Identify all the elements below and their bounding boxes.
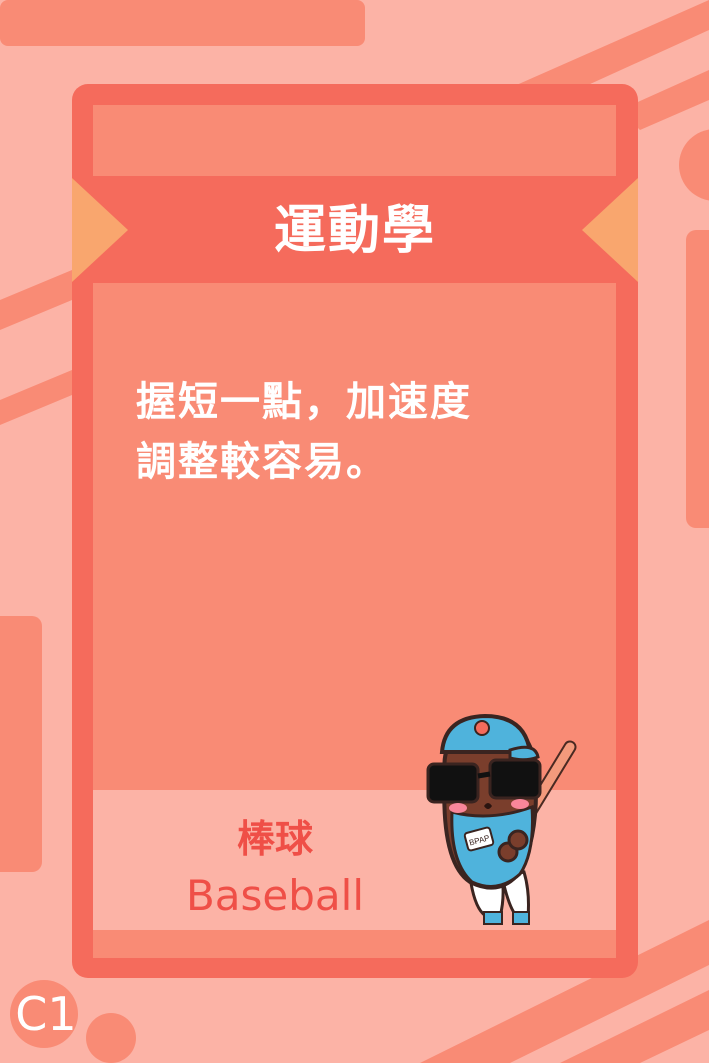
tip-line: 調整較容易。 xyxy=(136,439,388,485)
tip-line: 握短一點，加速度 xyxy=(136,379,472,425)
circle-decoration-right xyxy=(679,129,709,201)
card-code-label: C1 xyxy=(15,987,77,1041)
card-category-title: 運動學 xyxy=(273,201,436,261)
tip-text: 握短一點，加速度 調整較容易。 xyxy=(136,372,576,492)
diagonal-stripe-bottom-2 xyxy=(560,990,709,1063)
baseball-player-mascot-icon: BPAP xyxy=(426,713,577,925)
title-ribbon xyxy=(72,176,638,283)
diagonal-stripe-left-1 xyxy=(0,270,72,330)
left-bar-decoration xyxy=(0,616,42,872)
right-bar-decoration xyxy=(686,230,709,528)
ribbon-right-tip xyxy=(582,178,638,282)
diagonal-stripe-left-2 xyxy=(0,370,72,425)
sport-name-chinese: 棒球 xyxy=(236,817,313,861)
top-bar-decoration xyxy=(0,0,365,46)
diagonal-stripe-top-right xyxy=(620,70,709,130)
card-code-badge xyxy=(10,980,78,1048)
small-circle-decoration xyxy=(86,1013,136,1063)
sport-name-english: Baseball xyxy=(185,871,364,920)
ribbon-left-tip xyxy=(72,178,128,282)
